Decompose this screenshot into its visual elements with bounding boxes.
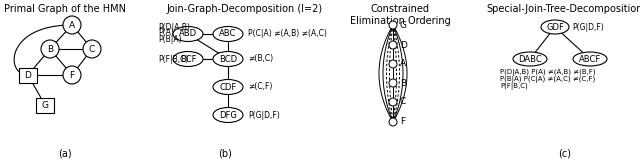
Text: P(G|D,F): P(G|D,F)	[248, 111, 280, 120]
Text: A: A	[400, 59, 406, 68]
Text: B: B	[400, 78, 406, 88]
Circle shape	[83, 40, 101, 58]
Text: F: F	[400, 118, 405, 126]
Circle shape	[389, 98, 397, 106]
Ellipse shape	[213, 27, 243, 42]
Ellipse shape	[541, 20, 569, 34]
Ellipse shape	[513, 52, 547, 66]
Text: P(D|A,B): P(D|A,B)	[158, 23, 190, 32]
Text: P(F|B,C): P(F|B,C)	[158, 54, 188, 63]
Circle shape	[389, 21, 397, 29]
Text: B: B	[47, 44, 53, 53]
Text: DFG: DFG	[219, 111, 237, 120]
Text: P(D|A,B) P(A) ≠(A,B) ≠(B,F): P(D|A,B) P(A) ≠(A,B) ≠(B,F)	[500, 69, 596, 76]
Text: Constrained
Elimination Ordering: Constrained Elimination Ordering	[349, 4, 451, 26]
Text: Join-Graph-Decomposition (l=2): Join-Graph-Decomposition (l=2)	[167, 4, 323, 14]
Circle shape	[389, 41, 397, 49]
Text: (b): (b)	[218, 149, 232, 159]
Text: G: G	[42, 101, 49, 110]
Ellipse shape	[213, 51, 243, 66]
Text: A: A	[69, 21, 75, 30]
Text: Special-Join-Tree-Decomposition: Special-Join-Tree-Decomposition	[487, 4, 640, 14]
Text: P(F|B,C): P(F|B,C)	[500, 83, 528, 90]
Bar	[19, 67, 37, 82]
Text: C: C	[400, 98, 406, 107]
Ellipse shape	[213, 108, 243, 123]
Circle shape	[389, 60, 397, 68]
Text: BCF: BCF	[180, 54, 196, 63]
Text: ABD: ABD	[179, 30, 197, 39]
Ellipse shape	[173, 27, 203, 42]
Text: D: D	[400, 41, 407, 49]
Text: CDF: CDF	[220, 82, 237, 92]
Text: D: D	[24, 70, 31, 79]
Text: P(A): P(A)	[158, 29, 174, 38]
Text: DABC: DABC	[518, 54, 542, 63]
Circle shape	[41, 40, 59, 58]
Text: ≠(B,C): ≠(B,C)	[248, 54, 273, 63]
Ellipse shape	[173, 51, 203, 66]
Text: Primal Graph of the HMN: Primal Graph of the HMN	[4, 4, 126, 14]
Text: ABC: ABC	[220, 30, 237, 39]
Text: P(G|D,F): P(G|D,F)	[572, 23, 604, 32]
Bar	[36, 98, 54, 113]
Text: GDF: GDF	[546, 23, 564, 32]
Text: F: F	[69, 70, 75, 79]
Text: P(B|A) P(C|A) ≠(A,C) ≠(C,F): P(B|A) P(C|A) ≠(A,C) ≠(C,F)	[500, 76, 595, 83]
Text: (a): (a)	[58, 149, 72, 159]
Text: P(C|A) ≠(A,B) ≠(A,C): P(C|A) ≠(A,B) ≠(A,C)	[248, 30, 327, 39]
Ellipse shape	[213, 79, 243, 95]
Circle shape	[389, 118, 397, 126]
Text: P(B|A): P(B|A)	[158, 35, 182, 43]
Text: ≠(C,F): ≠(C,F)	[248, 82, 273, 92]
Circle shape	[63, 16, 81, 34]
Ellipse shape	[573, 52, 607, 66]
Text: G: G	[400, 21, 407, 30]
Circle shape	[389, 79, 397, 87]
Text: BCD: BCD	[219, 54, 237, 63]
Text: ABCF: ABCF	[579, 54, 601, 63]
Circle shape	[63, 66, 81, 84]
Text: C: C	[89, 44, 95, 53]
Text: (c): (c)	[559, 149, 572, 159]
